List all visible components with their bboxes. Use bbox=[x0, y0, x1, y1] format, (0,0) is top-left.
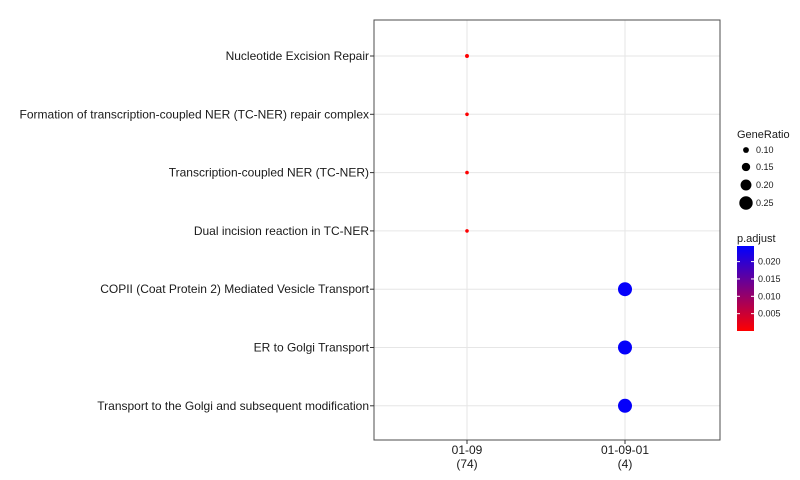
size-legend-label: 0.10 bbox=[756, 145, 774, 155]
data-point bbox=[618, 340, 632, 355]
y-tick-label: COPII (Coat Protein 2) Mediated Vesicle … bbox=[100, 282, 369, 296]
size-legend-label: 0.20 bbox=[756, 180, 774, 190]
panel-border bbox=[373, 19, 721, 441]
data-point bbox=[618, 282, 632, 297]
data-point bbox=[465, 229, 469, 233]
y-tick-label: ER to Golgi Transport bbox=[254, 341, 370, 355]
size-legend-key bbox=[740, 179, 752, 191]
x-tick-label: 01-09-01 bbox=[601, 443, 649, 457]
color-legend-label: 0.015 bbox=[758, 274, 781, 284]
x-tick-count: (74) bbox=[456, 457, 477, 471]
size-legend-key bbox=[743, 147, 749, 153]
data-point bbox=[465, 170, 469, 175]
color-legend-label: 0.020 bbox=[758, 257, 781, 267]
y-tick-label: Transcription-coupled NER (TC-NER) bbox=[169, 166, 369, 180]
y-tick-label: Formation of transcription-coupled NER (… bbox=[20, 107, 369, 121]
data-point bbox=[618, 398, 632, 413]
data-point bbox=[465, 54, 469, 58]
color-legend-label: 0.010 bbox=[758, 291, 781, 301]
x-tick-count: (4) bbox=[618, 457, 633, 471]
size-legend-key bbox=[741, 162, 751, 172]
size-legend-label: 0.15 bbox=[756, 162, 774, 172]
size-legend-title: GeneRatio bbox=[737, 129, 790, 141]
y-tick-label: Transport to the Golgi and subsequent mo… bbox=[97, 399, 369, 413]
color-legend-bar bbox=[737, 246, 754, 331]
y-tick-label: Dual incision reaction in TC-NER bbox=[194, 224, 370, 238]
color-legend-title: p.adjust bbox=[737, 233, 776, 245]
size-legend-label: 0.25 bbox=[756, 198, 774, 208]
size-legend-key bbox=[739, 196, 753, 210]
plot-panel bbox=[374, 20, 720, 440]
x-tick-label: 01-09 bbox=[452, 443, 483, 457]
color-legend-label: 0.005 bbox=[758, 309, 781, 319]
data-point bbox=[465, 112, 469, 117]
y-tick-label: Nucleotide Excision Repair bbox=[226, 49, 369, 63]
